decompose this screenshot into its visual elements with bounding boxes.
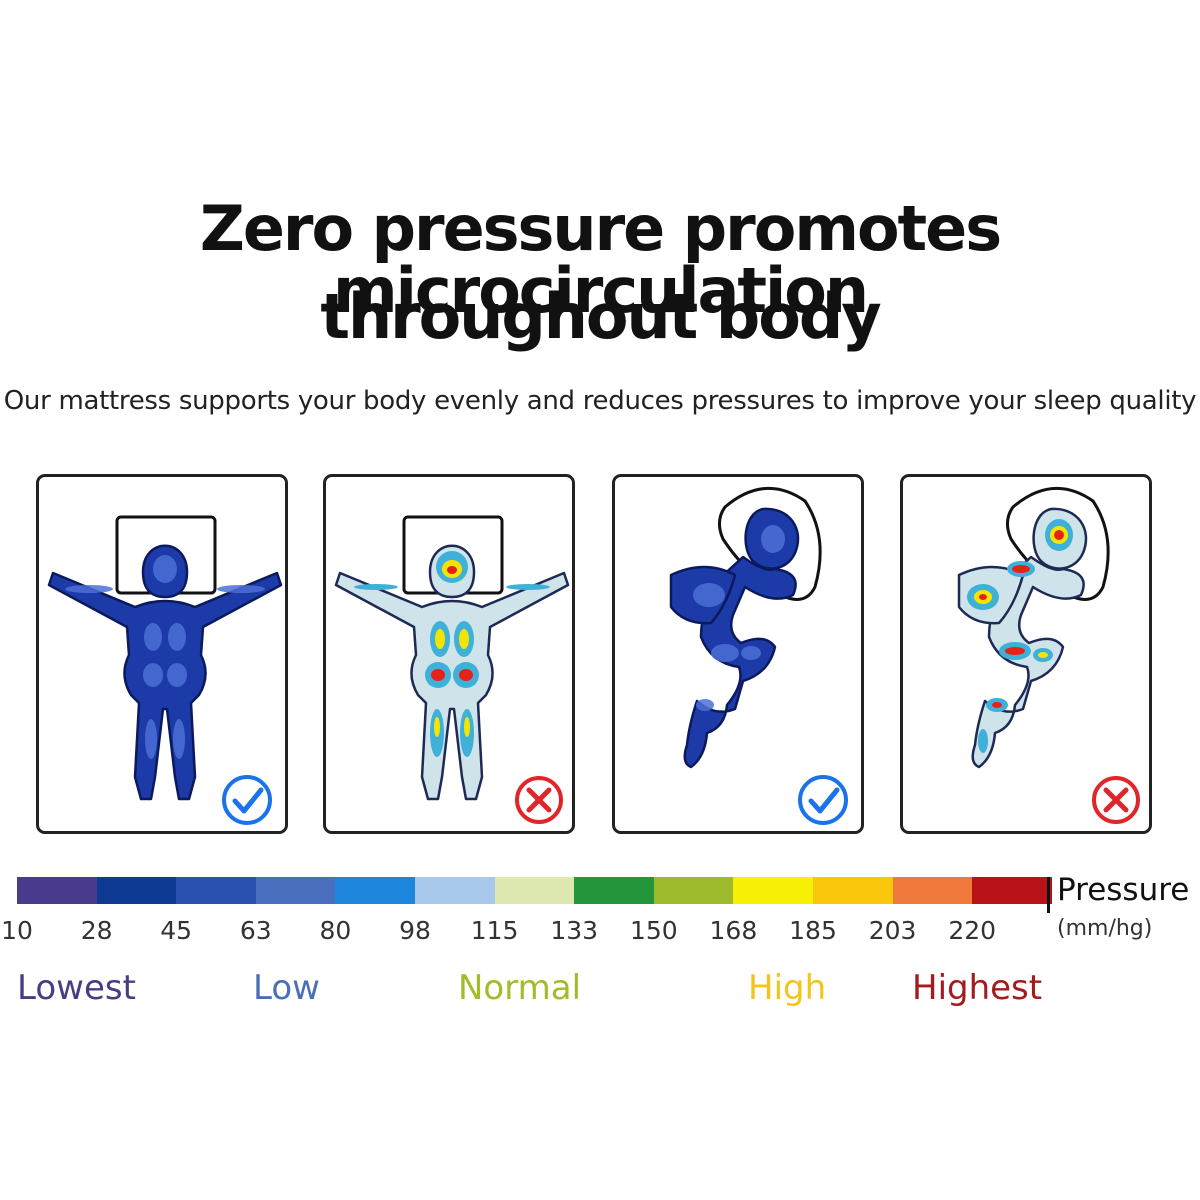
scale-segment-10 <box>812 877 893 904</box>
scale-segment-6 <box>494 877 575 904</box>
scale-divider <box>1047 877 1050 913</box>
scale-segment-11 <box>892 877 973 904</box>
panel-side-hotspots <box>900 474 1152 834</box>
scale-tick-28: 28 <box>80 916 113 945</box>
scale-segment-12 <box>972 877 1052 904</box>
pressure-color-scale <box>17 877 1052 904</box>
level-highest: Highest <box>912 968 1043 1008</box>
back-pose-hotspot-pressure-figure <box>334 515 570 824</box>
cross-icon <box>1092 776 1140 824</box>
scale-tick-10: 10 <box>1 916 33 945</box>
scale-segment-3 <box>255 877 336 904</box>
pressure-label: Pressure <box>1057 872 1190 908</box>
panel-back-hotspots <box>323 474 575 834</box>
scale-segment-1 <box>96 877 177 904</box>
scale-tick-203: 203 <box>868 916 917 945</box>
scale-segment-5 <box>414 877 495 904</box>
scale-tick-168: 168 <box>709 916 758 945</box>
scale-segment-9 <box>733 877 813 904</box>
scale-tick-98: 98 <box>399 916 431 945</box>
level-high: High <box>748 968 827 1008</box>
scale-tick-63: 63 <box>239 916 272 945</box>
level-low: Low <box>253 968 320 1008</box>
scale-tick-220: 220 <box>948 916 997 945</box>
title-line-1: Zero pressure promotes microcirculation <box>199 192 1002 327</box>
scale-segment-0 <box>17 877 97 904</box>
side-pose-even-pressure-figure <box>669 487 848 825</box>
subtitle: Our mattress supports your body evenly a… <box>3 386 1197 416</box>
scale-segment-2 <box>176 877 256 904</box>
level-normal: Normal <box>458 968 582 1008</box>
check-icon <box>798 775 848 825</box>
scale-tick-150: 150 <box>629 916 678 945</box>
scale-tick-80: 80 <box>319 916 352 945</box>
side-pose-hotspot-pressure-figure <box>957 487 1140 824</box>
scale-tick-45: 45 <box>160 916 193 945</box>
check-icon <box>222 775 272 825</box>
scale-tick-133: 133 <box>550 916 599 945</box>
back-pose-even-pressure-figure <box>47 515 283 825</box>
title-line-2: throughout body <box>320 280 881 353</box>
scale-segment-4 <box>335 877 415 904</box>
cross-icon <box>515 776 563 824</box>
pressure-unit: (mm/hg) <box>1057 916 1153 941</box>
scale-tick-115: 115 <box>470 916 519 945</box>
scale-segment-7 <box>574 877 654 904</box>
level-lowest: Lowest <box>17 968 136 1008</box>
panel-back-even <box>36 474 288 834</box>
scale-tick-185: 185 <box>789 916 837 945</box>
panel-side-even <box>612 474 864 834</box>
scale-segment-8 <box>653 877 734 904</box>
